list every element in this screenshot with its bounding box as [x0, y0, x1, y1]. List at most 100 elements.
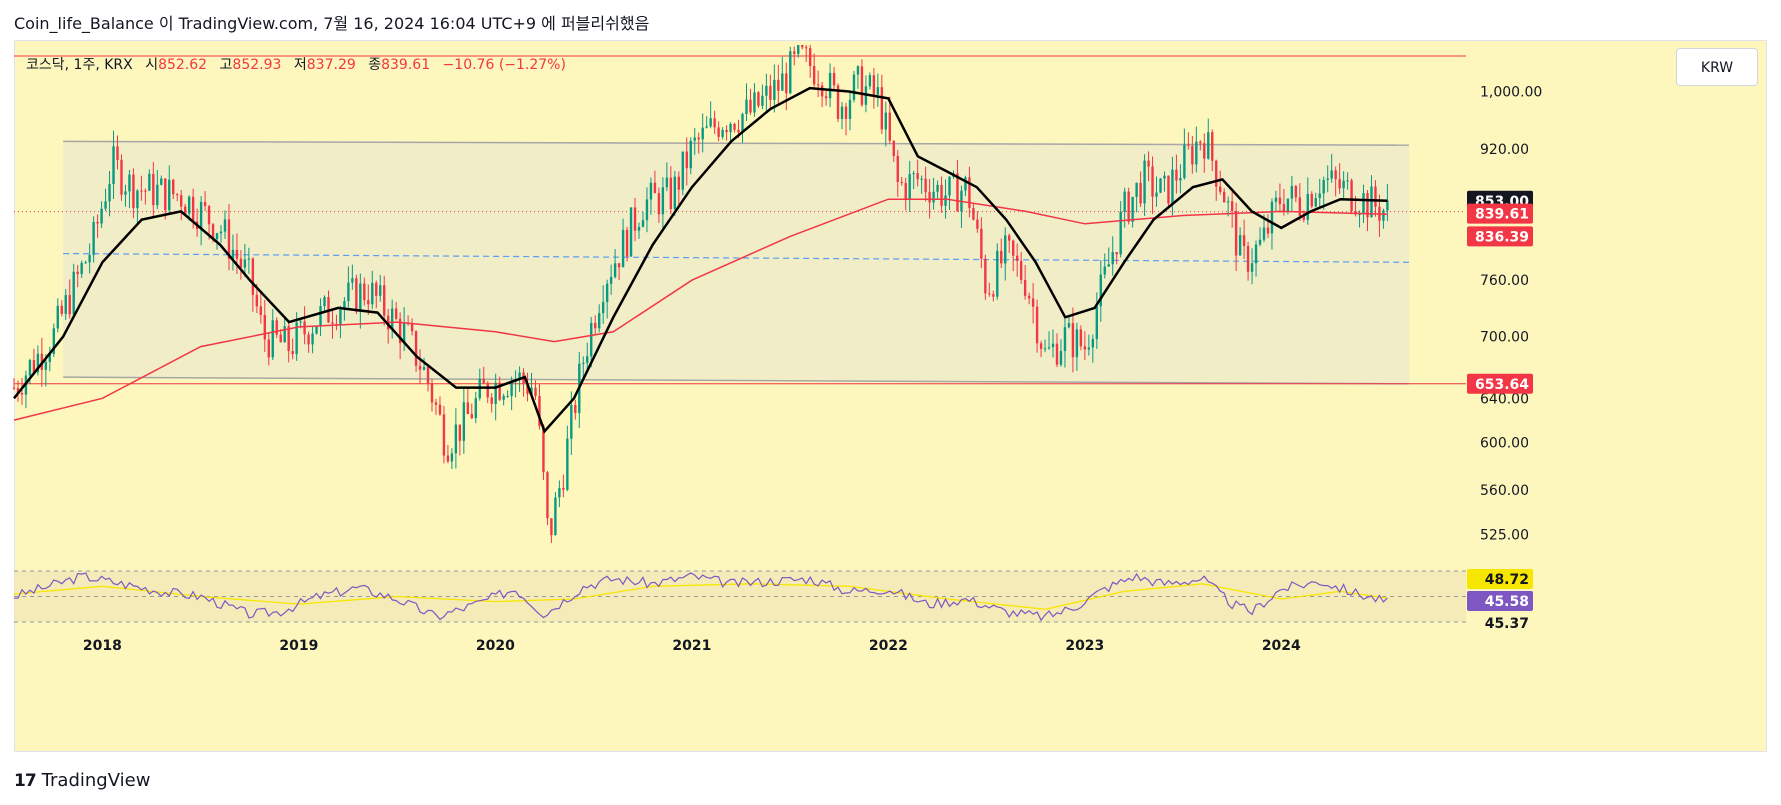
candle-body	[1039, 343, 1043, 349]
candle	[458, 424, 462, 456]
candle	[108, 171, 111, 217]
candle	[816, 70, 820, 98]
candle	[319, 298, 322, 336]
candle	[494, 373, 497, 421]
candle-body	[379, 285, 382, 296]
candle-body	[498, 382, 501, 400]
candle	[590, 317, 593, 368]
candle-body	[307, 334, 310, 345]
legend-symbol: 코스닥, 1주, KRX	[26, 57, 133, 73]
candle	[267, 333, 270, 366]
candle-body	[227, 219, 231, 259]
candle-body	[343, 301, 346, 310]
candle	[454, 408, 458, 469]
candle-body	[1067, 323, 1071, 328]
candle	[223, 210, 227, 239]
currency-button[interactable]: KRW	[1676, 48, 1758, 86]
candle	[239, 250, 243, 280]
candle	[418, 349, 422, 384]
candle-body	[932, 191, 935, 203]
candle-body	[1350, 180, 1353, 212]
candle-body	[741, 114, 744, 133]
candle	[1191, 135, 1194, 174]
candle-body	[1310, 193, 1313, 207]
candle-body	[223, 219, 227, 232]
candle-body	[422, 367, 426, 370]
candle	[259, 293, 263, 324]
candle-body	[52, 328, 56, 354]
candle-body	[984, 258, 987, 294]
candle-body	[1211, 132, 1214, 161]
candle	[498, 376, 501, 402]
candle	[1318, 178, 1321, 208]
candle	[442, 406, 446, 464]
candle-body	[605, 283, 609, 302]
candle-body	[124, 191, 127, 195]
candle-body	[442, 414, 446, 456]
candle-body	[1242, 235, 1246, 246]
candle-body	[621, 229, 625, 268]
candle-body	[1055, 343, 1059, 365]
candle-body	[677, 176, 681, 190]
candle	[279, 329, 282, 343]
candle	[824, 91, 828, 106]
candle	[132, 168, 135, 219]
candle	[594, 315, 597, 335]
candle	[769, 74, 772, 110]
candle	[828, 63, 832, 108]
candle-body	[283, 326, 286, 343]
candle-body	[199, 201, 203, 230]
y-tick-label: 600.00	[1480, 436, 1529, 452]
candle-body	[1147, 160, 1150, 167]
candle-body	[108, 184, 111, 202]
candle-body	[681, 151, 684, 190]
rsi-tag-ma-text: 48.72	[1485, 572, 1529, 588]
candle-body	[888, 112, 891, 141]
candle	[1266, 214, 1270, 239]
candle-body	[375, 282, 378, 296]
candle	[1019, 251, 1023, 284]
candle-body	[852, 74, 856, 100]
candle-body	[828, 72, 832, 99]
candle	[808, 45, 812, 78]
candle-body	[1111, 252, 1114, 265]
candle	[685, 137, 688, 186]
candle-body	[323, 297, 326, 307]
candle	[506, 390, 509, 398]
candle	[203, 191, 207, 211]
candle-body	[1187, 144, 1190, 146]
candle	[367, 284, 370, 315]
candle	[1119, 201, 1122, 258]
candle	[398, 312, 402, 360]
candle-body	[438, 404, 442, 415]
candle	[1031, 283, 1035, 324]
tradingview-logo[interactable]: 17 TradingView	[14, 770, 150, 791]
candle-body	[20, 392, 24, 395]
price-tag-ma: 836.39	[1467, 226, 1533, 247]
candle	[880, 74, 884, 135]
candle	[124, 184, 127, 207]
candle	[613, 248, 617, 279]
candle-body	[582, 362, 585, 364]
candle	[673, 170, 677, 216]
candle-body	[180, 195, 183, 207]
candle	[996, 243, 999, 300]
candle-body	[586, 356, 589, 363]
candle-body	[251, 258, 255, 295]
candle-body	[486, 383, 489, 398]
candle	[912, 170, 915, 189]
legend-close-value: 839.61	[381, 57, 431, 73]
candle-body	[693, 137, 696, 141]
candle	[617, 263, 621, 281]
candle-body	[896, 155, 899, 182]
candle	[12, 378, 16, 391]
candle	[1067, 315, 1071, 329]
candle-body	[793, 51, 796, 54]
candle-body	[1362, 193, 1365, 214]
candle	[351, 264, 354, 290]
candle	[1386, 183, 1389, 222]
candle-body	[980, 228, 983, 259]
candle	[1107, 247, 1110, 267]
candle-body	[824, 96, 828, 99]
